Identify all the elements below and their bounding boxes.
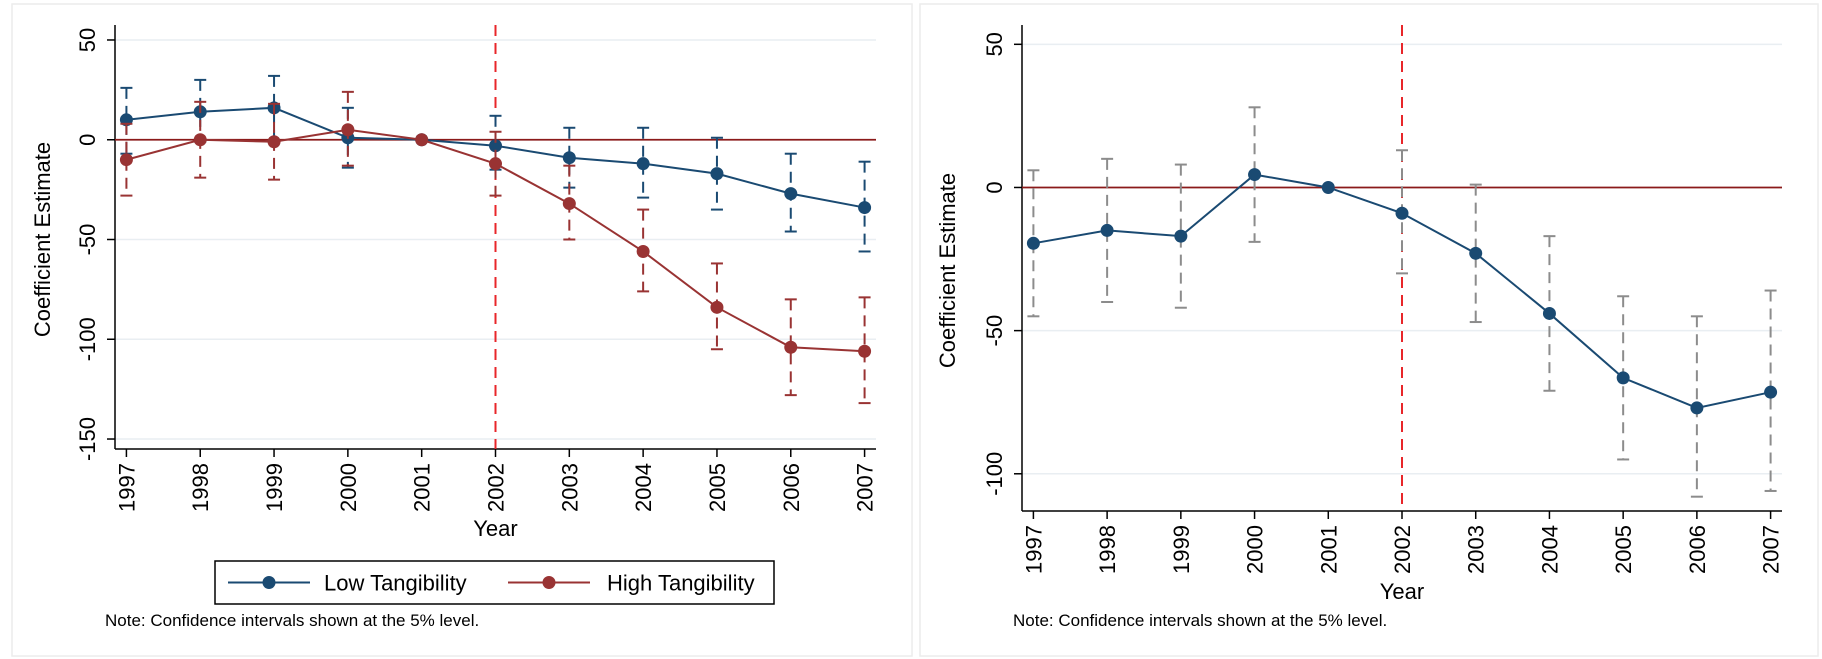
data-point [784,187,798,201]
right-y-ticks: 50 0 -50 -100 [982,32,1022,496]
y-tick-label: -50 [982,315,1007,347]
x-tick-label: 2002 [1390,525,1415,574]
right-x-axis-title: Year [1380,579,1424,604]
y-tick-label: -50 [75,224,100,256]
data-point [562,151,576,165]
data-point [858,201,872,215]
data-point [1616,371,1630,385]
data-point [1100,223,1114,237]
x-tick-label: 2006 [779,463,804,512]
data-point [636,244,650,258]
x-tick-label: 2003 [557,463,582,512]
x-tick-label: 2002 [484,463,509,512]
x-tick-label: 1997 [114,463,139,512]
left-note: Note: Confidence intervals shown at the … [105,611,479,630]
data-point [1542,306,1556,320]
y-tick-label: 0 [982,181,1007,193]
data-point [1248,168,1262,182]
legend: Low Tangibility High Tangibility [214,560,775,605]
legend-swatch-marker [262,576,276,589]
right-x-ticks: 1997 1998 1999 2000 2001 2002 2003 2004 2005 2006… [1021,511,1784,574]
x-tick-label: 2004 [631,463,656,512]
y-tick-label: 50 [982,32,1007,56]
data-point [858,344,872,358]
y-tick-label: 0 [75,134,100,146]
x-tick-label: 1997 [1021,525,1046,574]
y-tick-label: -100 [982,452,1007,496]
data-point [1321,180,1335,194]
x-tick-label: 2001 [1316,525,1341,574]
x-tick-label: 1998 [188,463,213,512]
data-point [489,139,502,153]
x-tick-label: 1998 [1095,525,1120,574]
x-tick-label: 2000 [1243,525,1268,574]
data-point [1174,229,1188,243]
data-point [1395,206,1409,220]
left-x-ticks: 1997 1998 1999 2000 2001 2002 2003 2004 2005 2006… [114,449,878,512]
data-point [784,340,798,354]
data-point [710,167,724,181]
legend-label: Low Tangibility [324,571,467,596]
right-note: Note: Confidence intervals shown at the … [1013,611,1387,630]
data-point [1690,401,1704,415]
x-tick-label: 2007 [1759,525,1784,574]
left-x-axis-title: Year [473,516,517,541]
legend-label: High Tangibility [607,571,755,596]
legend-swatch-marker [542,576,556,589]
x-tick-label: 2004 [1537,525,1562,574]
x-tick-label: 2005 [1611,525,1636,574]
data-point [636,157,650,171]
data-point [415,133,429,147]
left-y-axis-title: Coefficient Estimate [30,142,55,337]
left-series [119,74,872,405]
x-tick-label: 2003 [1464,525,1489,574]
x-tick-label: 2006 [1685,525,1710,574]
data-point [1764,385,1778,399]
data-point [710,300,724,314]
y-tick-label: -150 [75,417,100,461]
data-point [489,157,502,171]
data-point [267,135,281,149]
y-tick-label: -100 [75,317,100,361]
y-tick-label: 50 [75,28,100,52]
x-tick-label: 1999 [262,463,287,512]
data-point [119,153,133,167]
data-point [341,123,355,137]
x-tick-label: 2001 [410,463,435,512]
data-point [193,133,207,147]
right-y-axis-title: Coefficient Estimate [935,173,960,368]
left-panel-frame [11,3,913,657]
data-point [562,197,576,211]
data-point [1026,236,1040,250]
right-series [1026,106,1778,498]
x-tick-label: 2007 [853,463,878,512]
left-panel: 50 0 -50 -100 -150 1997 1998 1999 2000 2001 2002 2… [11,3,913,657]
x-tick-label: 1999 [1169,525,1194,574]
data-point [1469,246,1483,260]
left-y-ticks: 50 0 -50 -100 -150 [75,28,115,461]
x-tick-label: 2005 [705,463,730,512]
right-panel: 50 0 -50 -100 1997 1998 1999 2000 2001 2002 2003 2… [919,3,1819,657]
x-tick-label: 2000 [336,463,361,512]
